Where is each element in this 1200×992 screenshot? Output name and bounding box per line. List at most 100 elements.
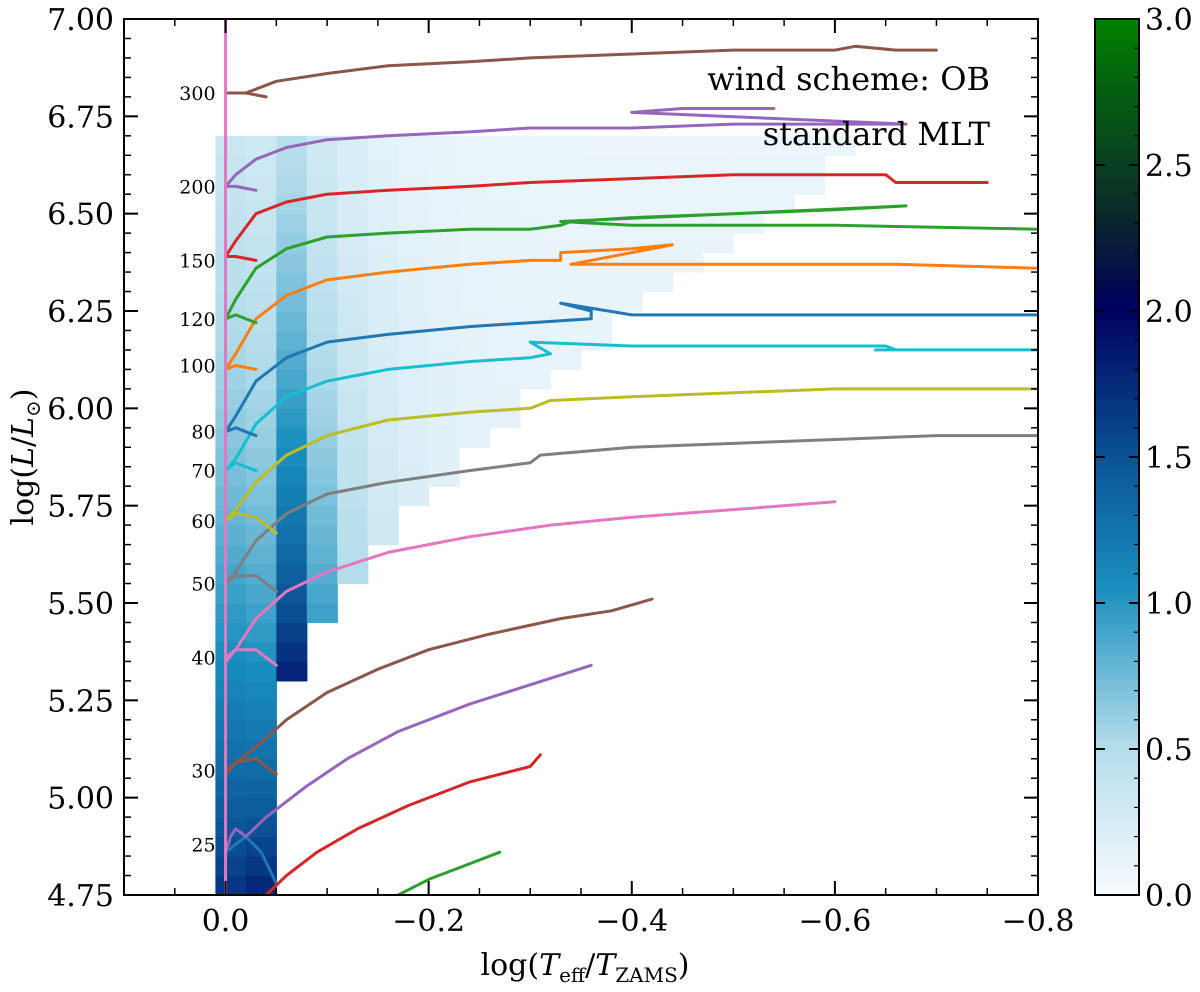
heatmap-cell	[581, 233, 613, 254]
heatmap-cell	[337, 427, 369, 448]
y-axis-title: log(L/L⊙)	[6, 388, 45, 525]
heatmap-cell	[763, 155, 795, 176]
axis-ticks	[124, 18, 1039, 896]
track-30	[264, 753, 542, 895]
heatmap-cell	[428, 311, 460, 332]
heatmap-cell	[489, 330, 521, 351]
heatmap-cell	[337, 408, 369, 429]
heatmap-cell	[672, 252, 704, 273]
heatmap-cell	[641, 252, 673, 273]
heatmap-cell	[215, 622, 247, 643]
heatmap-cell	[215, 369, 247, 390]
x-tick-label: −0.2	[392, 904, 465, 939]
heatmap-cell	[276, 233, 308, 254]
heatmap-cell	[215, 797, 247, 818]
y-tick-label: 4.75	[47, 879, 114, 914]
mass-label: 60	[191, 511, 215, 533]
heatmap-cell	[337, 525, 369, 546]
heatmap-cell	[581, 155, 613, 176]
y-tick-label: 5.25	[47, 684, 114, 719]
heatmap-cell	[276, 427, 308, 448]
heatmap-cell	[306, 447, 338, 468]
heatmap-cell	[276, 525, 308, 546]
colorbar-tick-label: 0.5	[1145, 733, 1193, 768]
heatmap-cell	[245, 544, 277, 565]
heatmap-cell	[367, 194, 399, 215]
track-80	[224, 426, 258, 438]
heatmap-cell	[306, 505, 338, 526]
heatmap-cell	[215, 680, 247, 701]
heatmap-cell	[489, 194, 521, 215]
heatmap-cell	[398, 291, 430, 312]
heatmap-cell	[276, 155, 308, 176]
heatmap-cell	[245, 233, 277, 254]
heatmap-cell	[337, 388, 369, 409]
heatmap-cell	[215, 778, 247, 799]
heatmap-cell	[763, 135, 795, 156]
heatmap-cell	[276, 252, 308, 273]
colorbar-tick-label: 2.0	[1145, 295, 1193, 330]
heatmap-cell	[276, 661, 308, 682]
heatmap-cell	[245, 661, 277, 682]
track-100	[224, 364, 258, 371]
heatmap-cell	[702, 194, 734, 215]
heatmap-cell	[215, 213, 247, 234]
heatmap-cell	[733, 213, 765, 234]
heatmap-cell	[306, 311, 338, 332]
heatmap-cell	[794, 155, 826, 176]
track-200	[224, 184, 258, 192]
heatmap-cell	[337, 505, 369, 526]
track-300	[224, 44, 938, 99]
heatmap-cell	[611, 135, 643, 156]
heatmap-cell	[276, 466, 308, 487]
track-60	[224, 434, 1038, 585]
heatmap-cell	[306, 194, 338, 215]
heatmap-cell	[459, 233, 491, 254]
heatmap-cell	[581, 135, 613, 156]
heatmap-cell	[337, 252, 369, 273]
track-300	[224, 107, 908, 188]
heatmap-cell	[306, 466, 338, 487]
heatmap-cell	[215, 486, 247, 507]
heatmap-cell	[489, 408, 521, 429]
heatmap-cell	[550, 272, 582, 293]
track-200	[224, 173, 989, 258]
heatmap-cell	[276, 330, 308, 351]
heatmap-cell	[245, 369, 277, 390]
heatmap-cell	[520, 194, 552, 215]
heatmap-cell	[215, 311, 247, 332]
y-tick-label: 6.25	[47, 295, 114, 330]
heatmap-cell	[215, 174, 247, 195]
heatmap-cell	[520, 330, 552, 351]
mass-label: 150	[179, 250, 215, 272]
heatmap-cell	[215, 427, 247, 448]
heatmap-cell	[215, 155, 247, 176]
heatmap-cell	[428, 233, 460, 254]
heatmap-cell	[337, 233, 369, 254]
y-tick-label: 7.00	[47, 3, 114, 38]
heatmap-cell	[367, 369, 399, 390]
heatmap-cell	[489, 233, 521, 254]
track-30	[224, 663, 593, 854]
heatmap-cell	[215, 525, 247, 546]
heatmap-cell	[276, 583, 308, 604]
heatmap-cell	[489, 291, 521, 312]
heatmap-cell	[520, 369, 552, 390]
annotation-mlt: standard MLT	[763, 115, 991, 153]
heatmap-cell	[520, 135, 552, 156]
y-tick-label: 6.75	[47, 100, 114, 135]
heatmap-cell	[276, 388, 308, 409]
x-tick-label: −0.4	[595, 904, 668, 939]
heatmap-cell	[245, 388, 277, 409]
heatmap-cell	[367, 272, 399, 293]
heatmap-cell	[215, 544, 247, 565]
heatmap-cell	[367, 135, 399, 156]
heatmap-cell	[428, 135, 460, 156]
x-tick-label: −0.8	[1002, 904, 1075, 939]
heatmap-cell	[702, 233, 734, 254]
heatmap-cell	[215, 603, 247, 624]
heatmap-cell	[215, 739, 247, 760]
colorbar-tick-label: 2.5	[1145, 149, 1193, 184]
tick-labels: 0.0 −0.2 −0.4 −0.6 −0.8 4.75 5.00 5.25 5.50 5.75 6…	[47, 3, 1074, 939]
